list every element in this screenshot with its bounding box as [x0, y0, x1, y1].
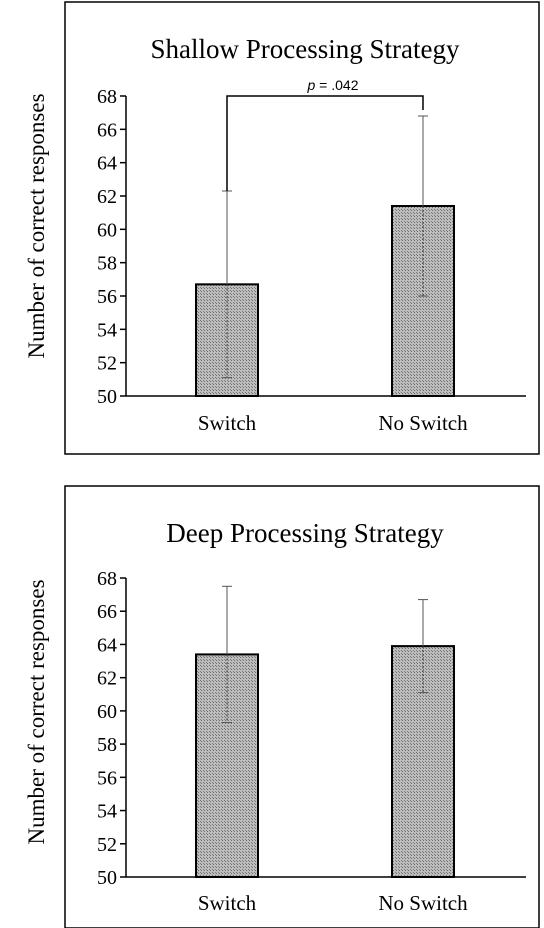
chart-title: Shallow Processing Strategy: [151, 34, 460, 64]
y-tick-label: 58: [97, 734, 117, 756]
y-tick-label: 66: [97, 119, 117, 141]
significance-p: p: [307, 77, 316, 93]
bar: [391, 205, 455, 397]
y-tick-label: 56: [97, 767, 117, 789]
x-tick-label: Switch: [198, 411, 257, 435]
chart-title: Deep Processing Strategy: [166, 518, 444, 548]
panel-frame: [64, 485, 540, 928]
y-tick-label: 66: [97, 601, 117, 623]
y-tick-label: 54: [97, 319, 117, 341]
chart-panel-deep: Deep Processing Strategy Number of corre…: [24, 485, 540, 928]
y-tick-label: 60: [97, 219, 117, 241]
significance-bracket: [226, 95, 424, 191]
y-axis-label: Number of correct responses: [24, 93, 49, 358]
y-tick-label: 52: [97, 353, 117, 375]
x-tick-label: Switch: [198, 891, 257, 915]
plot-area: 50 52 54 56 58 60 62 64 66 68 Switch No Switch: [97, 568, 526, 915]
y-tick-label: 50: [97, 386, 117, 408]
y-tick-label: 58: [97, 253, 117, 275]
y-tick-label: 54: [97, 801, 117, 823]
plot-area: 50 52 54 56 58 60 62 64 66 68 Switch No Switch p = .…: [97, 77, 526, 435]
x-tick-label: No Switch: [378, 411, 468, 435]
chart-panel-shallow: Shallow Processing Strategy Number of co…: [24, 1, 540, 455]
significance-label: p = .042: [307, 77, 359, 93]
y-tick-label: 50: [97, 867, 117, 889]
y-tick-label: 52: [97, 834, 117, 856]
x-tick-label: No Switch: [378, 891, 468, 915]
bar: [391, 645, 455, 878]
y-tick-label: 62: [97, 668, 117, 690]
y-tick-label: 62: [97, 186, 117, 208]
y-tick-label: 64: [97, 634, 117, 656]
y-tick-label: 56: [97, 286, 117, 308]
panel-frame: [64, 1, 540, 455]
significance-value: = .042: [315, 77, 358, 93]
y-tick-label: 68: [97, 86, 117, 108]
y-tick-label: 60: [97, 701, 117, 723]
y-tick-label: 64: [97, 153, 117, 175]
y-tick-label: 68: [97, 568, 117, 590]
y-axis-label: Number of correct responses: [24, 579, 49, 844]
